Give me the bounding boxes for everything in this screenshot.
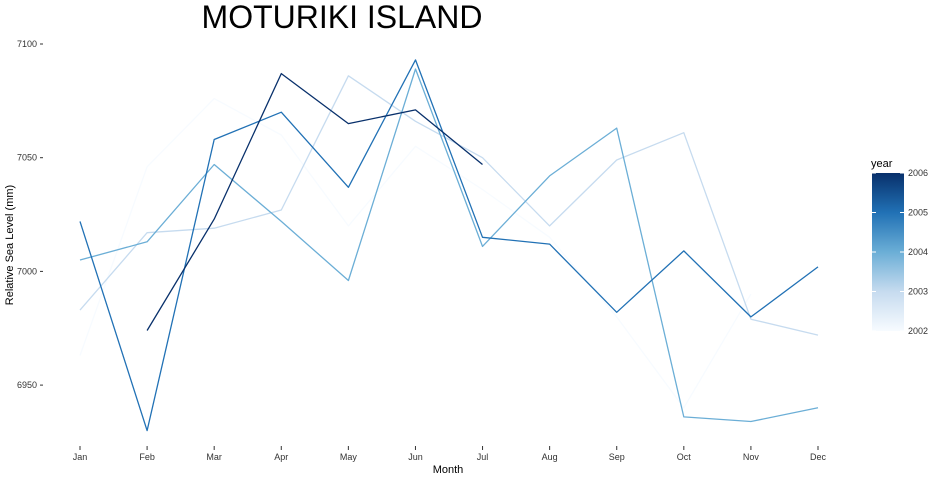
y-axis: 6950 7000 7050 7100: [17, 39, 43, 390]
legend-tick-label: 2004: [908, 247, 928, 257]
x-tick-label: Apr: [274, 452, 288, 462]
x-tick-label: Feb: [139, 452, 155, 462]
legend-tick-label: 2002: [908, 326, 928, 336]
y-tick-label: 7050: [17, 153, 37, 163]
series-layer: [79, 59, 819, 432]
y-tick-label: 7000: [17, 266, 37, 276]
legend-ticks: 2002 2003 2004 2005 2006: [872, 168, 928, 336]
x-tick-label: Nov: [743, 452, 760, 462]
y-tick-label: 6950: [17, 380, 37, 390]
y-tick-label: 7100: [17, 39, 37, 49]
legend-tick-label: 2003: [908, 287, 928, 297]
x-axis-title: Month: [433, 464, 464, 476]
series-line-2003: [79, 75, 819, 336]
series-line-2004: [79, 68, 819, 423]
legend-tick-label: 2005: [908, 208, 928, 218]
chart-title: MOTURIKI ISLAND: [202, 0, 483, 35]
x-tick-label: Jan: [73, 452, 88, 462]
x-tick-label: Aug: [542, 452, 558, 462]
x-tick-label: Dec: [810, 452, 827, 462]
x-tick-label: May: [340, 452, 358, 462]
x-tick-label: Jul: [477, 452, 489, 462]
x-axis: Jan Feb Mar Apr May Jun Jul Aug Sep Oct Nov Dec: [73, 446, 827, 462]
legend-tick-label: 2006: [908, 168, 928, 178]
legend-title: year: [871, 158, 893, 170]
x-tick-label: Oct: [677, 452, 692, 462]
series-line-2002: [79, 97, 752, 409]
x-tick-label: Mar: [206, 452, 222, 462]
series-line-2005: [79, 59, 819, 432]
series-line-2006: [146, 72, 483, 331]
x-tick-label: Sep: [609, 452, 625, 462]
x-tick-label: Jun: [408, 452, 423, 462]
y-axis-title: Relative Sea Level (mm): [4, 185, 16, 305]
legend-colorbar: [872, 173, 904, 331]
legend: year 2002 2003 2004 2005 2006: [871, 158, 928, 336]
